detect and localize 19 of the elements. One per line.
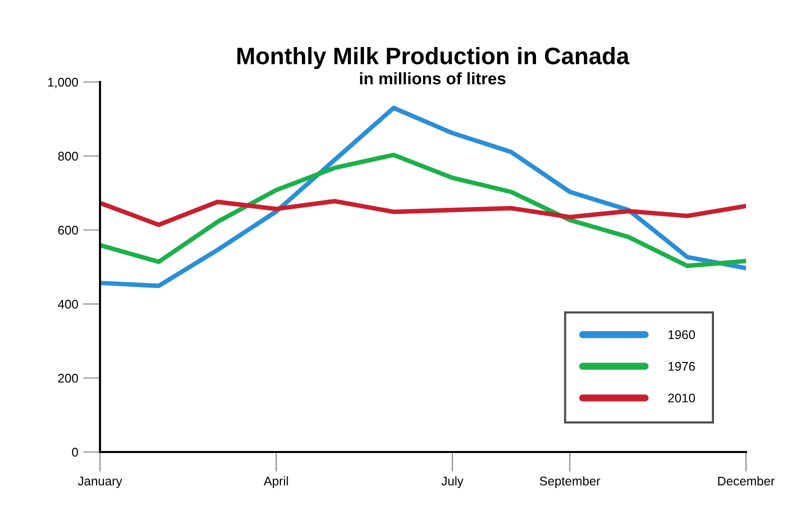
legend-label: 1976 xyxy=(668,362,695,371)
legend-label: 2010 xyxy=(668,394,695,402)
x-tick-label: September xyxy=(540,476,600,488)
x-tick-label: July xyxy=(441,476,464,488)
line-series xyxy=(100,152,746,268)
y-tick-label: 1,000 xyxy=(48,78,78,88)
y-tick-label: 0 xyxy=(72,448,78,457)
chart-title: Monthly Milk Production in Canada xyxy=(237,46,630,70)
legend-label: 1960 xyxy=(668,330,695,340)
line-series xyxy=(100,198,746,228)
x-tick-label: December xyxy=(718,476,775,486)
x-tick-label: January xyxy=(78,476,122,488)
line-series xyxy=(100,106,746,288)
y-tick-label: 800 xyxy=(58,152,78,161)
y-tick-label: 200 xyxy=(58,374,78,383)
chart-subtitle: in millions of litres xyxy=(360,72,506,84)
y-tick-label: 400 xyxy=(58,300,78,309)
x-tick-label: April xyxy=(264,476,288,488)
y-tick-label: 600 xyxy=(58,226,78,235)
